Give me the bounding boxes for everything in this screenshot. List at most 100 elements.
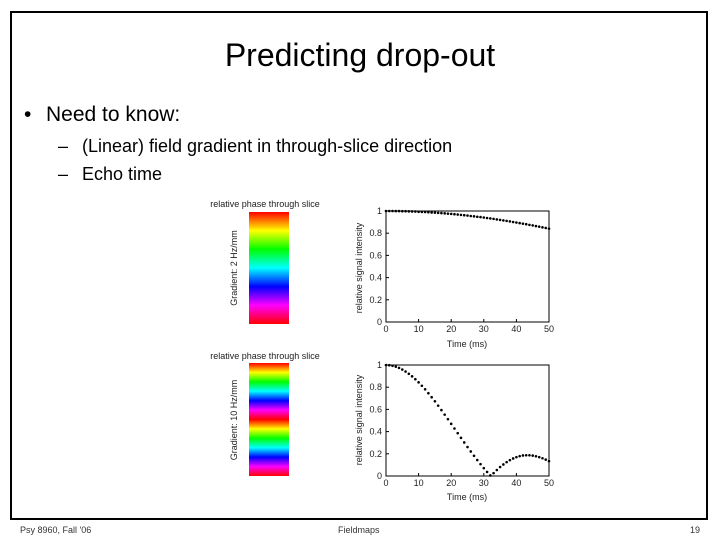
data-point xyxy=(430,395,433,399)
sub-bullet-dash: – xyxy=(58,164,69,184)
signal-plot-1: Time (ms) relative signal intensity 0 10 2… xyxy=(354,206,554,349)
data-point xyxy=(397,366,401,370)
data-points xyxy=(384,363,551,477)
data-point xyxy=(420,210,424,214)
y-tick-label: 0.4 xyxy=(369,427,382,437)
y-tick-label: 0.2 xyxy=(369,449,382,459)
x-axis-label: Time (ms) xyxy=(447,339,487,349)
data-point xyxy=(440,408,443,412)
footer-course: Psy 8960, Fall '06 xyxy=(20,525,92,535)
data-point xyxy=(423,210,427,214)
data-point xyxy=(417,381,420,384)
data-point xyxy=(394,365,398,368)
colorbar-axis-label: Gradient: 2 Hz/mm xyxy=(229,230,239,306)
data-point xyxy=(479,462,482,466)
data-point xyxy=(524,222,528,226)
data-point xyxy=(453,212,456,216)
slide-frame xyxy=(10,11,708,520)
data-point xyxy=(387,209,391,213)
data-point xyxy=(489,217,492,220)
y-axis-label: relative signal intensity xyxy=(354,374,364,465)
footer-title: Fieldmaps xyxy=(338,525,380,535)
data-point xyxy=(528,453,531,457)
data-point xyxy=(387,363,391,367)
data-point xyxy=(492,471,495,475)
data-point xyxy=(427,210,430,214)
data-point xyxy=(423,388,427,391)
y-tick-label: 1 xyxy=(377,206,382,216)
data-point xyxy=(466,214,469,217)
data-point xyxy=(469,214,473,218)
colorbar-panel-1: relative phase through slice Gradient: 2… xyxy=(210,199,320,324)
data-point xyxy=(541,456,544,460)
sub-bullet-echo-time: – Echo time xyxy=(58,162,162,186)
data-point xyxy=(511,220,515,224)
data-point xyxy=(479,215,482,219)
data-point xyxy=(534,454,538,458)
data-point xyxy=(414,377,417,381)
data-point xyxy=(505,219,508,223)
data-point xyxy=(489,474,492,477)
data-point xyxy=(502,463,505,466)
data-point xyxy=(531,454,534,457)
data-point xyxy=(401,368,404,371)
signal-plot-2: Time (ms) relative signal intensity 0 10 2… xyxy=(354,360,554,502)
data-point xyxy=(440,211,443,215)
data-point xyxy=(544,458,548,461)
data-point xyxy=(524,453,528,457)
x-tick-label: 30 xyxy=(479,324,489,334)
x-tick-label: 20 xyxy=(446,324,456,334)
data-point xyxy=(407,372,411,376)
y-tick-label: 0 xyxy=(377,317,382,327)
data-point xyxy=(521,454,525,457)
y-tick-label: 0.2 xyxy=(369,295,382,305)
data-point xyxy=(410,375,414,378)
data-point xyxy=(511,457,515,460)
data-point xyxy=(456,431,460,435)
data-point xyxy=(518,454,521,458)
plot-axes xyxy=(385,364,550,477)
y-tick-label: 0.6 xyxy=(369,250,382,260)
data-point xyxy=(459,436,463,440)
footer-page-number: 19 xyxy=(690,525,701,535)
data-point xyxy=(521,222,525,225)
plot-frame xyxy=(385,364,550,477)
data-point xyxy=(495,468,499,472)
data-point xyxy=(518,221,521,225)
tick-labels: 0 10 20 30 40 50 0 0.2 0.4 0.6 0.8 1 xyxy=(369,206,554,334)
bullet-text: Need to know: xyxy=(46,103,181,126)
data-point xyxy=(505,460,508,464)
x-tick-label: 10 xyxy=(414,324,424,334)
data-point xyxy=(515,221,518,224)
x-tick-label: 10 xyxy=(414,478,424,488)
colorbar-axis-label: Gradient: 10 Hz/mm xyxy=(229,380,239,461)
data-point xyxy=(436,211,440,215)
x-tick-label: 30 xyxy=(479,478,489,488)
data-point xyxy=(508,458,512,462)
x-tick-label: 50 xyxy=(544,478,554,488)
data-point xyxy=(534,224,538,228)
data-point xyxy=(492,217,495,221)
data-point xyxy=(537,225,541,228)
data-point xyxy=(436,404,440,407)
y-tick-label: 0.4 xyxy=(369,273,382,283)
data-point xyxy=(472,454,476,458)
y-tick-label: 0.8 xyxy=(369,228,382,238)
y-tick-label: 1 xyxy=(377,360,382,370)
data-point xyxy=(475,215,479,219)
data-point xyxy=(414,210,417,213)
data-point xyxy=(515,455,518,459)
x-tick-label: 40 xyxy=(511,478,521,488)
bullet-dot: • xyxy=(24,103,32,126)
y-tick-label: 0 xyxy=(377,471,382,481)
data-point xyxy=(482,466,486,470)
data-point xyxy=(430,211,433,214)
data-point xyxy=(475,458,479,462)
colorbar-title: relative phase through slice xyxy=(210,199,320,209)
tick-labels: 0 10 20 30 40 50 0 0.2 0.4 0.6 0.8 1 xyxy=(369,360,554,488)
data-point xyxy=(462,441,466,444)
data-point xyxy=(394,209,398,213)
data-point xyxy=(502,219,505,222)
data-point xyxy=(495,218,499,221)
